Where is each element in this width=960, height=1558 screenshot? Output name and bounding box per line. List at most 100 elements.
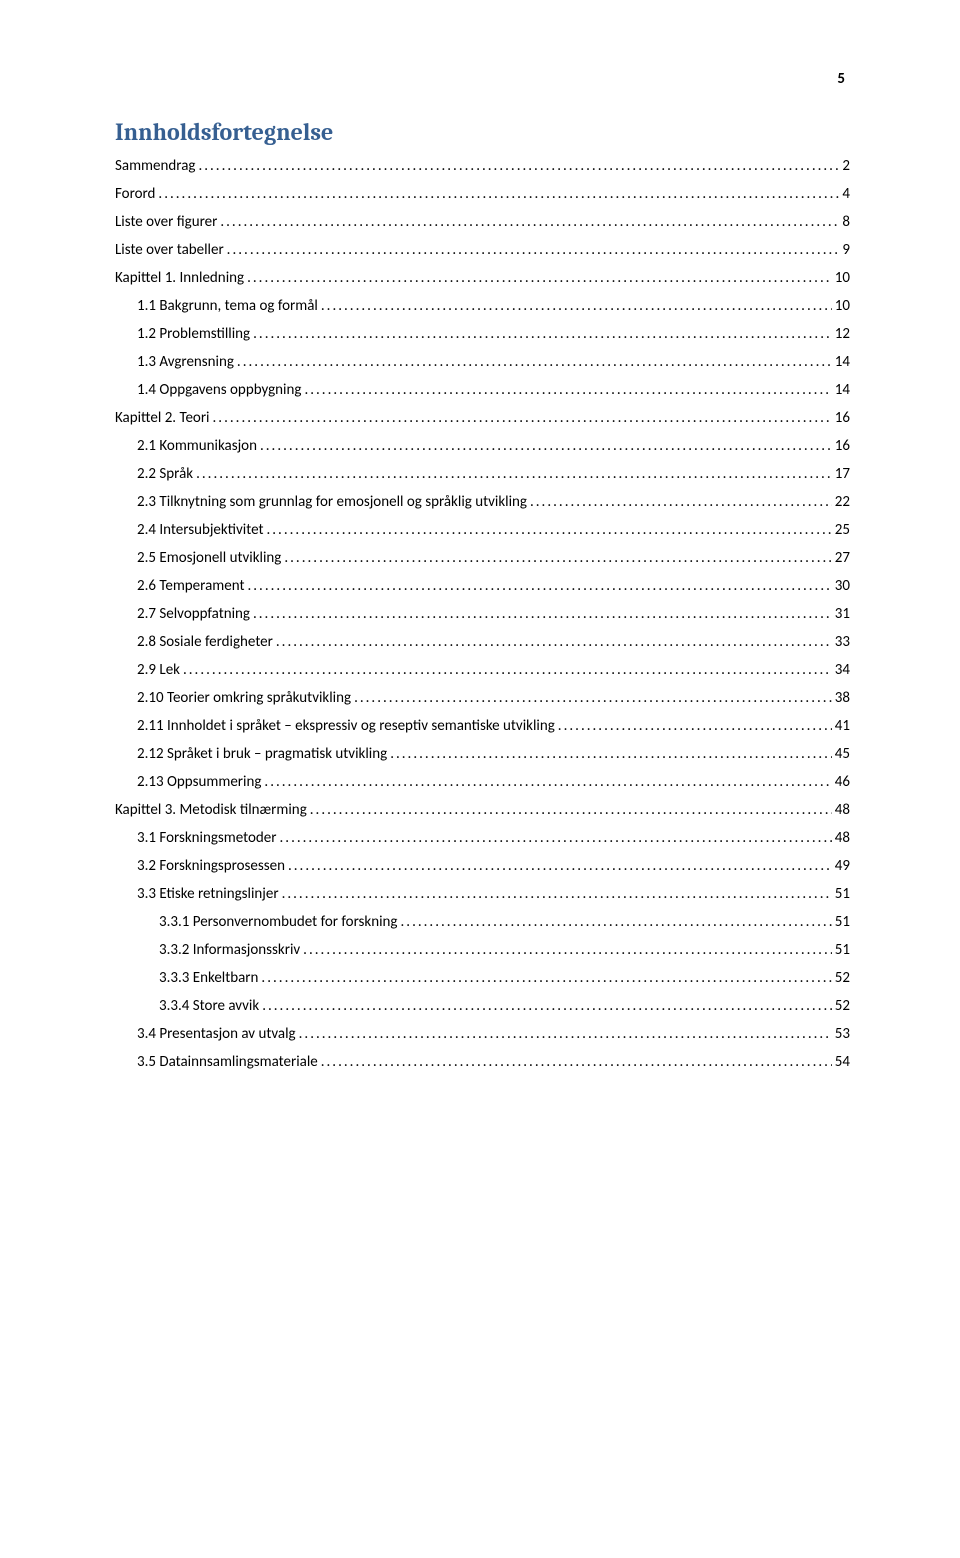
toc-entry: 2.12 Språket i bruk – pragmatisk utvikli… <box>115 740 850 768</box>
toc-entry: 3.3 Etiske retningslinjer51 <box>115 880 850 908</box>
toc-entry-label: 2.5 Emosjonell utvikling <box>137 551 284 566</box>
toc-entry-label: Forord <box>115 187 158 202</box>
toc-entry-label: Kapittel 2. Teori <box>115 411 213 426</box>
toc-entry-label: 2.12 Språket i bruk – pragmatisk utvikli… <box>137 747 390 762</box>
toc-entry: 1.3 Avgrensning 14 <box>115 348 850 376</box>
toc-entry-label: 2.6 Temperament <box>137 579 247 594</box>
toc-entry: 2.8 Sosiale ferdigheter 33 <box>115 628 850 656</box>
toc-entry: 2.4 Intersubjektivitet 25 <box>115 516 850 544</box>
toc-leader-dots <box>220 215 839 230</box>
toc-leader-dots <box>390 747 832 762</box>
page-number: 5 <box>115 70 850 88</box>
toc-entry: 2.3 Tilknytning som grunnlag for emosjon… <box>115 488 850 516</box>
toc-leader-dots <box>227 243 840 258</box>
toc-leader-dots <box>247 271 832 286</box>
toc-entry: 3.5 Datainnsamlingsmateriale 54 <box>115 1048 850 1076</box>
toc-entry-label: 2.11 Innholdet i språket – ekspressiv og… <box>137 719 558 734</box>
toc-entry-page: 54 <box>832 1055 850 1070</box>
toc-entry-label: 1.3 Avgrensning <box>137 355 237 370</box>
toc-entry: 3.3.4 Store avvik52 <box>115 992 850 1020</box>
toc-leader-dots <box>253 607 832 622</box>
toc-entry-page: 51 <box>832 915 850 930</box>
toc-entry-label: 3.4 Presentasjon av utvalg <box>137 1027 299 1042</box>
toc-entry-page: 12 <box>832 327 850 342</box>
toc-entry-page: 52 <box>832 971 850 986</box>
toc-leader-dots <box>321 1055 832 1070</box>
toc-entry-page: 2 <box>839 159 850 174</box>
toc-entry: 2.1 Kommunikasjon16 <box>115 432 850 460</box>
toc-leader-dots <box>266 523 831 538</box>
toc-entry-label: 3.3.2 Informasjonsskriv <box>159 943 303 958</box>
toc-leader-dots <box>253 327 832 342</box>
toc-entry-label: 2.3 Tilknytning som grunnlag for emosjon… <box>137 495 530 510</box>
toc-entry-label: Kapittel 1. Innledning <box>115 271 247 286</box>
toc-entry-page: 52 <box>832 999 850 1014</box>
toc-leader-dots <box>321 299 832 314</box>
toc-entry: 3.1 Forskningsmetoder48 <box>115 824 850 852</box>
toc-leader-dots <box>288 859 832 874</box>
toc-entry-label: Kapittel 3. Metodisk tilnærming <box>115 803 310 818</box>
toc-entry-label: 2.1 Kommunikasjon <box>137 439 260 454</box>
toc-entry: 3.4 Presentasjon av utvalg53 <box>115 1020 850 1048</box>
toc-entry: Kapittel 2. Teori 16 <box>115 404 850 432</box>
toc-entry: 3.3.1 Personvernombudet for forskning 51 <box>115 908 850 936</box>
toc-entry: 2.10 Teorier omkring språkutvikling 38 <box>115 684 850 712</box>
toc-leader-dots <box>264 775 831 790</box>
toc-entry-label: Liste over figurer <box>115 215 220 230</box>
toc-entry-page: 17 <box>832 467 850 482</box>
toc-entry: 2.2 Språk17 <box>115 460 850 488</box>
toc-entry-page: 22 <box>832 495 850 510</box>
toc-entry-label: 2.7 Selvoppfatning <box>137 607 253 622</box>
toc-title: Innholdsfortegnelse <box>115 118 850 146</box>
toc-entry-label: 1.1 Bakgrunn, tema og formål <box>137 299 321 314</box>
toc-entry: 1.1 Bakgrunn, tema og formål 10 <box>115 292 850 320</box>
toc-leader-dots <box>183 663 832 678</box>
toc-leader-dots <box>530 495 832 510</box>
table-of-contents: Sammendrag2Forord4Liste over figurer8Lis… <box>115 152 850 1076</box>
toc-entry-page: 31 <box>832 607 850 622</box>
toc-entry-label: 2.8 Sosiale ferdigheter <box>137 635 276 650</box>
toc-entry: 2.5 Emosjonell utvikling 27 <box>115 544 850 572</box>
toc-leader-dots <box>262 999 832 1014</box>
toc-entry-page: 38 <box>832 691 850 706</box>
toc-leader-dots <box>276 635 832 650</box>
toc-entry: Kapittel 3. Metodisk tilnærming48 <box>115 796 850 824</box>
toc-entry-page: 14 <box>832 355 850 370</box>
toc-leader-dots <box>304 383 831 398</box>
toc-entry-label: 3.5 Datainnsamlingsmateriale <box>137 1055 321 1070</box>
toc-entry-label: 3.3.1 Personvernombudet for forskning <box>159 915 401 930</box>
toc-entry-page: 27 <box>832 551 850 566</box>
toc-entry-label: 2.4 Intersubjektivitet <box>137 523 266 538</box>
toc-leader-dots <box>282 887 832 902</box>
toc-entry: 3.3.3 Enkeltbarn 52 <box>115 964 850 992</box>
toc-leader-dots <box>237 355 832 370</box>
toc-leader-dots <box>213 411 832 426</box>
toc-entry-label: 2.10 Teorier omkring språkutvikling <box>137 691 354 706</box>
toc-entry: 3.3.2 Informasjonsskriv 51 <box>115 936 850 964</box>
toc-entry-page: 34 <box>832 663 850 678</box>
toc-entry: 2.11 Innholdet i språket – ekspressiv og… <box>115 712 850 740</box>
toc-leader-dots <box>261 971 831 986</box>
toc-entry: Liste over tabeller 9 <box>115 236 850 264</box>
toc-leader-dots <box>247 579 831 594</box>
toc-entry-page: 33 <box>832 635 850 650</box>
toc-entry-page: 9 <box>839 243 850 258</box>
toc-entry-page: 48 <box>832 831 850 846</box>
toc-entry-label: 2.9 Lek <box>137 663 183 678</box>
toc-entry-label: Liste over tabeller <box>115 243 227 258</box>
toc-entry-page: 25 <box>832 523 850 538</box>
toc-entry: 2.9 Lek 34 <box>115 656 850 684</box>
toc-entry-label: 3.2 Forskningsprosessen <box>137 859 288 874</box>
toc-entry-page: 45 <box>832 747 850 762</box>
toc-entry: 3.2 Forskningsprosessen49 <box>115 852 850 880</box>
toc-entry-page: 51 <box>832 943 850 958</box>
toc-entry-page: 14 <box>832 383 850 398</box>
toc-entry-page: 10 <box>832 271 850 286</box>
toc-entry-page: 16 <box>832 411 850 426</box>
toc-entry-label: 3.3.3 Enkeltbarn <box>159 971 261 986</box>
toc-entry-page: 10 <box>832 299 850 314</box>
toc-leader-dots <box>260 439 832 454</box>
toc-entry-page: 41 <box>832 719 850 734</box>
toc-leader-dots <box>198 159 839 174</box>
toc-entry: 1.2 Problemstilling12 <box>115 320 850 348</box>
